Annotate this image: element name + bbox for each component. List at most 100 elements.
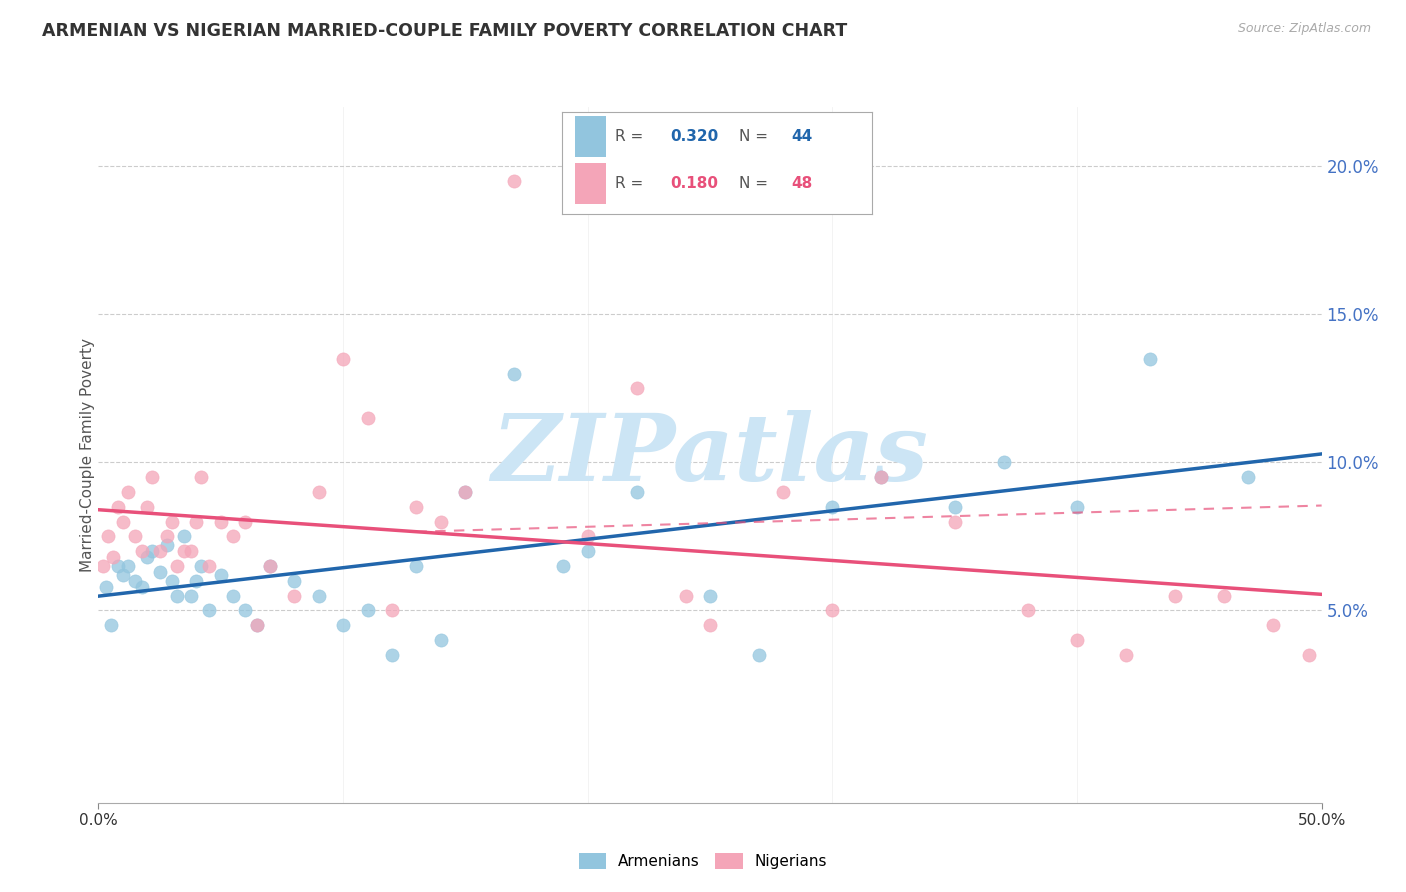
Point: [166, 558, 188, 573]
Point: [246, 618, 269, 632]
Point: [209, 515, 232, 529]
Point: [111, 515, 134, 529]
Point: [1298, 648, 1320, 662]
Point: [454, 484, 477, 499]
Point: [141, 544, 163, 558]
Point: [209, 567, 232, 582]
Point: [430, 632, 453, 647]
Point: [308, 589, 330, 603]
Point: [190, 558, 212, 573]
Point: [430, 515, 453, 529]
Point: [149, 565, 172, 579]
Point: [97, 529, 120, 543]
Text: N =: N =: [738, 128, 772, 144]
Point: [131, 544, 153, 558]
Point: [197, 603, 219, 617]
Point: [180, 589, 202, 603]
Point: [308, 484, 330, 499]
Text: R =: R =: [614, 176, 648, 191]
Point: [1212, 589, 1234, 603]
Point: [699, 618, 721, 632]
Point: [222, 529, 245, 543]
Point: [111, 567, 134, 582]
Point: [107, 558, 129, 573]
Point: [381, 648, 404, 662]
Text: 44: 44: [792, 128, 813, 144]
Point: [943, 500, 966, 514]
Point: [91, 558, 114, 573]
Point: [626, 484, 648, 499]
Point: [160, 574, 183, 588]
Point: [180, 544, 202, 558]
Bar: [575, 116, 606, 157]
Point: [405, 558, 427, 573]
Text: Source: ZipAtlas.com: Source: ZipAtlas.com: [1237, 22, 1371, 36]
Point: [405, 500, 427, 514]
Text: 0.180: 0.180: [671, 176, 718, 191]
Point: [233, 515, 256, 529]
Point: [259, 558, 281, 573]
Point: [222, 589, 245, 603]
Point: [1261, 618, 1284, 632]
Point: [381, 603, 404, 617]
Text: ARMENIAN VS NIGERIAN MARRIED-COUPLE FAMILY POVERTY CORRELATION CHART: ARMENIAN VS NIGERIAN MARRIED-COUPLE FAMI…: [42, 22, 848, 40]
Point: [993, 455, 1015, 469]
Point: [503, 367, 526, 381]
Point: [173, 529, 195, 543]
Point: [190, 470, 212, 484]
Point: [160, 515, 183, 529]
Point: [283, 589, 305, 603]
Point: [131, 580, 153, 594]
Point: [576, 544, 599, 558]
Text: 48: 48: [792, 176, 813, 191]
Point: [821, 500, 844, 514]
Point: [332, 618, 354, 632]
Point: [186, 574, 208, 588]
Text: ZIPatlas: ZIPatlas: [492, 410, 928, 500]
Point: [870, 470, 893, 484]
Point: [117, 484, 139, 499]
Point: [748, 648, 770, 662]
Point: [675, 589, 697, 603]
Point: [101, 550, 124, 565]
Point: [1139, 351, 1161, 366]
Text: N =: N =: [738, 176, 772, 191]
Point: [124, 574, 146, 588]
Point: [626, 381, 648, 395]
Y-axis label: Married-Couple Family Poverty: Married-Couple Family Poverty: [80, 338, 94, 572]
Point: [821, 603, 844, 617]
Text: R =: R =: [614, 128, 648, 144]
Point: [283, 574, 305, 588]
Point: [173, 544, 195, 558]
Point: [943, 515, 966, 529]
Point: [233, 603, 256, 617]
Point: [870, 470, 893, 484]
Point: [553, 558, 575, 573]
Point: [166, 589, 188, 603]
Point: [356, 411, 378, 425]
Bar: [575, 162, 606, 204]
Point: [1017, 603, 1039, 617]
Text: 0.320: 0.320: [671, 128, 718, 144]
Point: [356, 603, 378, 617]
Point: [100, 618, 122, 632]
Point: [156, 529, 179, 543]
Point: [259, 558, 281, 573]
Point: [136, 500, 159, 514]
Point: [246, 618, 269, 632]
Point: [1066, 500, 1088, 514]
Point: [149, 544, 172, 558]
Point: [107, 500, 129, 514]
Point: [503, 174, 526, 188]
Point: [117, 558, 139, 573]
Point: [576, 529, 599, 543]
Point: [94, 580, 117, 594]
Point: [156, 538, 179, 552]
Point: [141, 470, 163, 484]
Point: [136, 550, 159, 565]
Point: [124, 529, 146, 543]
Point: [1164, 589, 1187, 603]
Point: [454, 484, 477, 499]
Point: [699, 589, 721, 603]
Point: [1115, 648, 1137, 662]
